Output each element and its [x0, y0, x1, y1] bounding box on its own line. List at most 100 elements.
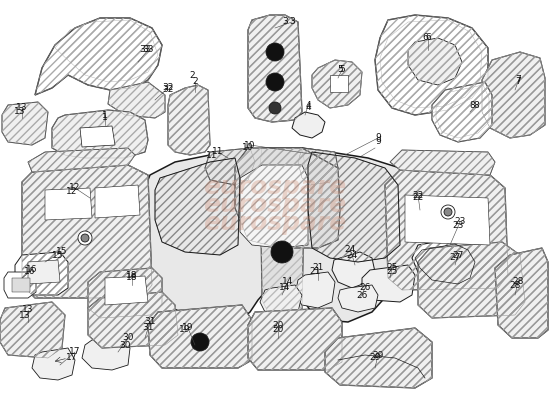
Text: 2: 2 — [192, 78, 198, 86]
Text: 20: 20 — [272, 326, 284, 334]
Text: 17: 17 — [66, 354, 78, 362]
Polygon shape — [325, 328, 432, 388]
Text: 18: 18 — [126, 270, 138, 280]
Polygon shape — [405, 195, 490, 245]
Text: 18: 18 — [126, 274, 138, 282]
Polygon shape — [105, 276, 148, 305]
Text: 31: 31 — [144, 318, 156, 326]
Polygon shape — [240, 165, 308, 248]
Text: 32: 32 — [162, 84, 174, 92]
Polygon shape — [32, 348, 75, 380]
Text: 4: 4 — [305, 104, 311, 112]
Circle shape — [444, 208, 452, 216]
Text: 26: 26 — [356, 290, 368, 300]
Text: 3: 3 — [289, 18, 295, 26]
Polygon shape — [35, 18, 162, 95]
Text: 7: 7 — [515, 76, 521, 84]
Polygon shape — [332, 252, 375, 288]
Polygon shape — [82, 336, 130, 370]
Text: 13: 13 — [14, 108, 26, 116]
Polygon shape — [408, 38, 462, 85]
Polygon shape — [248, 15, 302, 122]
Text: eurospare: eurospare — [204, 211, 346, 235]
Text: 8: 8 — [469, 100, 475, 110]
Text: 12: 12 — [67, 188, 78, 196]
Text: 27: 27 — [452, 250, 464, 260]
Text: 10: 10 — [242, 144, 254, 152]
Text: 24: 24 — [346, 250, 358, 260]
Polygon shape — [412, 238, 480, 288]
Text: 13: 13 — [19, 310, 31, 320]
Text: 1: 1 — [102, 114, 108, 122]
Text: 9: 9 — [375, 134, 381, 142]
Polygon shape — [0, 302, 65, 358]
Circle shape — [269, 102, 281, 114]
Text: 29: 29 — [372, 350, 384, 360]
Text: 1: 1 — [102, 110, 108, 120]
Polygon shape — [148, 305, 252, 368]
Text: 27: 27 — [449, 254, 461, 262]
Circle shape — [441, 205, 455, 219]
Polygon shape — [385, 170, 508, 290]
Polygon shape — [88, 292, 178, 348]
Polygon shape — [15, 252, 68, 295]
Polygon shape — [45, 188, 92, 220]
Polygon shape — [362, 265, 415, 302]
Polygon shape — [138, 148, 420, 325]
Text: 8: 8 — [473, 100, 479, 110]
Text: 2: 2 — [189, 70, 195, 80]
Circle shape — [271, 241, 293, 263]
Text: 15: 15 — [52, 250, 64, 260]
Polygon shape — [312, 60, 362, 108]
Polygon shape — [295, 272, 335, 308]
Text: 30: 30 — [119, 340, 131, 350]
Polygon shape — [482, 52, 545, 138]
Text: 23: 23 — [452, 220, 464, 230]
Text: 5: 5 — [337, 66, 343, 74]
Circle shape — [266, 43, 284, 61]
Text: 17: 17 — [69, 348, 81, 356]
Polygon shape — [418, 242, 525, 318]
Polygon shape — [28, 260, 60, 284]
Text: 23: 23 — [454, 218, 466, 226]
Text: 11: 11 — [206, 150, 218, 160]
Text: 5: 5 — [339, 66, 345, 74]
Text: 24: 24 — [344, 246, 356, 254]
Polygon shape — [338, 285, 378, 312]
Text: 7: 7 — [515, 78, 521, 86]
Polygon shape — [235, 148, 340, 248]
Text: 4: 4 — [305, 102, 311, 110]
Circle shape — [78, 231, 92, 245]
Text: eurospare: eurospare — [204, 193, 346, 217]
Text: 19: 19 — [179, 326, 191, 334]
Text: 33: 33 — [142, 46, 154, 54]
Polygon shape — [292, 112, 325, 138]
Polygon shape — [28, 148, 135, 172]
Circle shape — [81, 234, 89, 242]
Text: 25: 25 — [386, 268, 398, 276]
Text: 6: 6 — [425, 34, 431, 42]
Text: 29: 29 — [369, 354, 381, 362]
Polygon shape — [298, 148, 338, 185]
Polygon shape — [330, 75, 348, 92]
Text: 32: 32 — [162, 86, 174, 94]
Text: 15: 15 — [56, 248, 68, 256]
Text: 21: 21 — [312, 264, 324, 272]
Polygon shape — [4, 272, 36, 298]
Polygon shape — [52, 110, 148, 158]
Polygon shape — [390, 150, 495, 175]
Polygon shape — [168, 85, 210, 155]
Polygon shape — [375, 15, 488, 115]
Polygon shape — [22, 165, 152, 298]
Text: 13: 13 — [22, 306, 34, 314]
Polygon shape — [80, 126, 115, 147]
Text: 19: 19 — [182, 324, 194, 332]
Text: 13: 13 — [16, 104, 28, 112]
Polygon shape — [95, 185, 140, 218]
Polygon shape — [260, 148, 305, 312]
Polygon shape — [12, 278, 30, 292]
Polygon shape — [248, 308, 342, 370]
Polygon shape — [205, 148, 255, 185]
Text: 26: 26 — [359, 284, 371, 292]
Text: 11: 11 — [212, 148, 224, 156]
